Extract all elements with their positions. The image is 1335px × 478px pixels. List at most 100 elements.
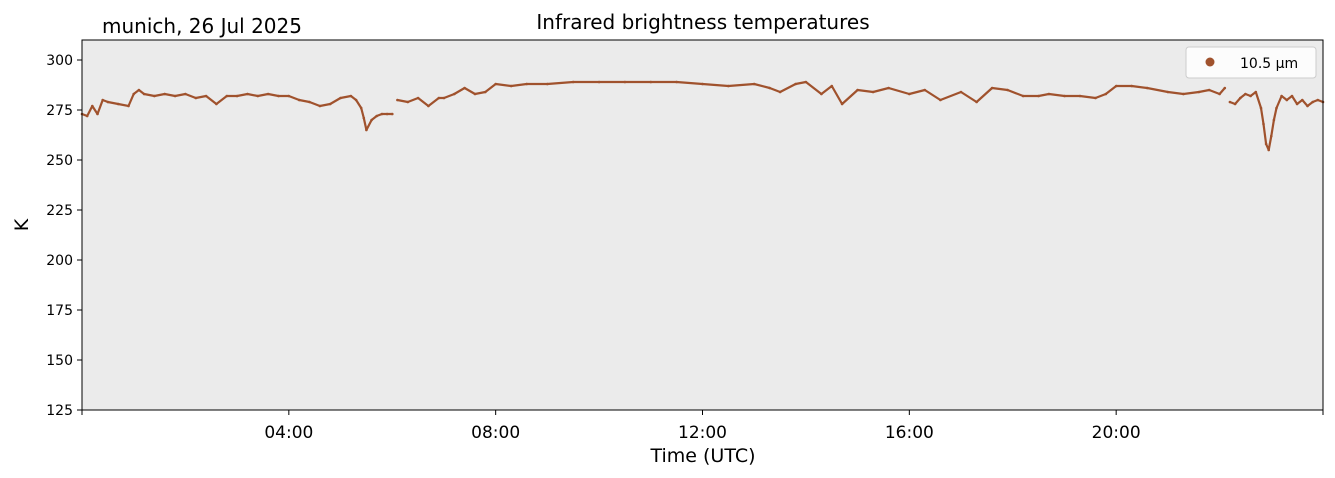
y-tick-label: 225: [46, 203, 73, 219]
legend-label: 10.5 µm: [1240, 56, 1298, 72]
data-point: [91, 104, 94, 108]
x-axis-label: Time (UTC): [649, 445, 755, 467]
data-point: [406, 100, 410, 104]
data-point: [768, 86, 771, 90]
data-point: [266, 92, 270, 96]
data-point: [101, 98, 104, 102]
x-tick-label: 08:00: [471, 423, 520, 443]
data-point: [137, 88, 141, 92]
data-point: [1264, 142, 1268, 146]
series-layer: [80, 80, 1325, 152]
data-point: [287, 94, 291, 98]
data-point: [1233, 102, 1237, 106]
data-point: [359, 106, 363, 110]
x-axis: 04:00 08:00 12:00 16:00 20:00: [81, 410, 1324, 443]
data-point: [385, 112, 389, 116]
data-point: [1197, 90, 1201, 94]
y-tick-label: 275: [46, 103, 73, 119]
data-point: [871, 90, 875, 94]
data-point: [396, 98, 399, 102]
data-point: [215, 102, 218, 106]
data-point: [820, 92, 823, 96]
data-point: [778, 90, 782, 94]
data-point: [675, 80, 678, 84]
data-point: [1272, 118, 1276, 122]
data-point: [153, 94, 156, 98]
data-point: [370, 118, 373, 122]
data-point: [328, 102, 332, 106]
data-point: [908, 92, 911, 96]
data-point: [437, 96, 441, 100]
data-point: [308, 100, 311, 104]
series-line-segment: [81, 88, 393, 132]
y-axis: 125 150 175 200 225 250 275 300: [46, 53, 82, 419]
data-point: [1063, 94, 1066, 98]
data-point: [1285, 98, 1289, 102]
data-point: [494, 82, 498, 86]
data-point: [225, 94, 229, 98]
data-point: [1295, 102, 1299, 106]
y-axis-label: K: [11, 218, 33, 231]
data-point: [318, 104, 322, 108]
data-point: [1006, 88, 1009, 92]
data-point: [1094, 96, 1097, 100]
data-point: [204, 94, 208, 98]
data-point: [416, 96, 420, 100]
data-point: [427, 104, 430, 108]
data-point: [163, 92, 166, 96]
data-point: [1254, 90, 1258, 94]
data-point: [794, 82, 797, 86]
data-point: [1047, 92, 1051, 96]
data-point: [1166, 90, 1170, 94]
data-point: [1078, 94, 1082, 98]
data-point: [246, 92, 249, 96]
data-point: [1306, 104, 1309, 108]
data-point: [463, 86, 466, 90]
data-point: [85, 114, 89, 118]
data-point: [649, 80, 653, 84]
data-point: [1301, 98, 1304, 102]
data-point: [1280, 94, 1283, 98]
data-point: [173, 94, 177, 98]
data-point: [96, 112, 99, 116]
data-point: [1207, 88, 1211, 92]
chart-subtitle: munich, 26 Jul 2025: [102, 14, 302, 38]
data-point: [1130, 84, 1133, 88]
data-point: [473, 92, 477, 96]
data-point: [1104, 92, 1108, 96]
x-tick-label: 16:00: [885, 423, 934, 443]
plot-area: [82, 40, 1323, 410]
data-point: [1244, 92, 1247, 96]
data-point: [623, 80, 627, 84]
data-point: [923, 88, 927, 92]
data-point: [1259, 106, 1263, 110]
data-point: [727, 84, 730, 88]
data-point: [380, 112, 384, 116]
data-point: [339, 96, 342, 100]
data-point: [1239, 96, 1242, 100]
y-tick-label: 125: [46, 403, 73, 419]
data-point: [939, 98, 942, 102]
data-point: [235, 94, 239, 98]
data-point: [571, 80, 575, 84]
data-point: [1270, 134, 1273, 138]
data-point: [1275, 106, 1278, 110]
series-line-segment: [1229, 90, 1324, 152]
data-point: [453, 92, 456, 96]
data-point: [804, 80, 808, 84]
data-point: [1249, 94, 1252, 98]
y-tick-label: 300: [46, 53, 73, 69]
y-tick-label: 250: [46, 153, 73, 169]
data-point: [1228, 100, 1232, 104]
data-point: [1037, 94, 1040, 98]
data-point: [277, 94, 280, 98]
data-point: [1316, 98, 1320, 102]
data-point: [1182, 92, 1185, 96]
data-point: [297, 98, 301, 102]
data-point: [194, 96, 198, 100]
data-point: [509, 84, 513, 88]
data-point: [1262, 122, 1265, 126]
data-point: [132, 92, 135, 96]
data-point: [106, 100, 110, 104]
data-point: [142, 92, 146, 96]
